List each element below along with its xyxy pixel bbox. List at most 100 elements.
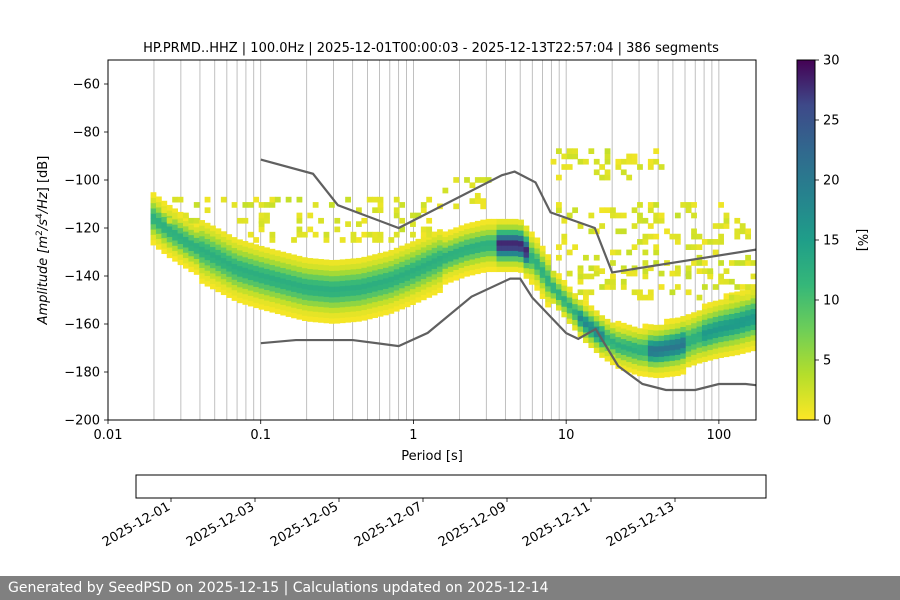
heatmap-cell: [658, 372, 665, 378]
heatmap-cell: [718, 315, 724, 322]
heatmap-cell: [350, 284, 357, 291]
heatmap-cell: [188, 266, 195, 273]
heatmap-cell: [177, 254, 184, 260]
heatmap-cell: [447, 245, 454, 251]
heatmap-cell: [399, 256, 406, 262]
heatmap-cell: [339, 285, 346, 292]
heatmap-cell: [734, 312, 741, 319]
heatmap-cell: [285, 263, 292, 270]
heatmap-cell: [512, 266, 519, 273]
heatmap-cell: [728, 345, 735, 351]
heatmap-cell: [637, 289, 643, 296]
heatmap-cell: [372, 275, 379, 282]
heatmap-cell: [431, 289, 438, 296]
heatmap-cell: [237, 244, 243, 251]
heatmap-cell: [280, 293, 287, 300]
heatmap-cell: [226, 276, 233, 283]
heatmap-cell: [739, 290, 746, 296]
heatmap-cell: [474, 252, 481, 259]
heatmap-cell: [437, 250, 443, 257]
heatmap-cell: [393, 279, 400, 286]
heatmap-cell: [318, 285, 324, 292]
heatmap-cell: [383, 277, 389, 284]
heatmap-cell: [318, 306, 324, 313]
heatmap-cell: [296, 266, 303, 273]
heatmap-cell: [301, 304, 308, 311]
heatmap-cell: [447, 239, 454, 246]
heatmap-cell: [388, 281, 395, 288]
heatmap-cell: [583, 158, 589, 165]
chart-title: HP.PRMD..HHZ | 100.0Hz | 2025-12-01T00:0…: [143, 41, 719, 56]
heatmap-cell: [383, 256, 389, 263]
heatmap-cell: [296, 313, 303, 320]
heatmap-cell: [745, 325, 751, 332]
heatmap-cell: [501, 266, 508, 273]
heatmap-cell: [593, 336, 600, 343]
heatmap-cell: [274, 292, 281, 299]
heatmap-cell: [739, 337, 746, 344]
heatmap-cell: [512, 261, 519, 267]
heatmap-cell: [664, 361, 670, 367]
heatmap-cell: [220, 284, 227, 290]
y-tick-label: −180: [64, 366, 100, 381]
heatmap-cell: [220, 196, 227, 203]
heatmap-cell: [242, 283, 249, 289]
heatmap-cell: [447, 229, 454, 236]
heatmap-cell: [566, 302, 573, 309]
heatmap-cell: [264, 273, 270, 280]
heatmap-cell: [664, 350, 670, 357]
heatmap-cell: [301, 299, 308, 306]
heatmap-cell: [723, 223, 730, 229]
heatmap-cell: [285, 295, 292, 302]
heatmap-cell: [512, 245, 519, 251]
heatmap-cell: [253, 196, 260, 203]
heatmap-cell: [523, 246, 530, 253]
heatmap-cell: [393, 268, 400, 275]
heatmap-cell: [669, 270, 676, 277]
heatmap-cell: [615, 326, 622, 332]
y-tick-label: −160: [64, 318, 100, 333]
heatmap-cell: [674, 343, 681, 350]
heatmap-cell: [469, 248, 476, 255]
heatmap-cell: [420, 236, 427, 243]
heatmap-cell: [728, 278, 735, 285]
heatmap-cell: [691, 338, 697, 345]
heatmap-cell: [210, 283, 216, 290]
heatmap-cell: [220, 278, 227, 285]
heatmap-cell: [350, 263, 357, 270]
heatmap-cell: [528, 236, 535, 243]
heatmap-cell: [685, 265, 692, 272]
heatmap-cell: [593, 347, 600, 354]
heatmap-cell: [291, 265, 297, 271]
heatmap-cell: [264, 212, 270, 219]
heatmap-cell: [750, 340, 756, 346]
heatmap-cell: [512, 224, 519, 230]
heatmap-cell: [599, 346, 606, 353]
heatmap-cell: [420, 273, 427, 280]
heatmap-cell: [545, 259, 551, 266]
heatmap-cell: [415, 281, 422, 287]
heatmap-cell: [588, 315, 595, 322]
heatmap-cell: [183, 231, 189, 237]
heatmap-cell: [739, 260, 746, 266]
heatmap-cell: [355, 221, 362, 227]
heatmap-cell: [274, 308, 281, 315]
heatmap-cell: [345, 306, 351, 313]
heatmap-cell: [545, 291, 551, 297]
heatmap-cell: [653, 260, 660, 266]
heatmap-cell: [701, 260, 708, 266]
heatmap-cell: [204, 222, 211, 229]
heatmap-cell: [155, 196, 162, 203]
timeline-frame: [135, 474, 767, 499]
heatmap-cell: [404, 285, 411, 292]
heatmap-cell: [231, 284, 238, 291]
heatmap-cell: [642, 339, 649, 346]
heatmap-cell: [307, 289, 314, 296]
heatmap-cell: [226, 250, 233, 256]
heatmap-cell: [431, 268, 438, 275]
heatmap-cell: [355, 289, 362, 296]
heatmap-cell: [539, 266, 546, 273]
heatmap-cell: [437, 276, 443, 283]
heatmap-cell: [658, 270, 665, 277]
heatmap-cell: [388, 271, 395, 277]
